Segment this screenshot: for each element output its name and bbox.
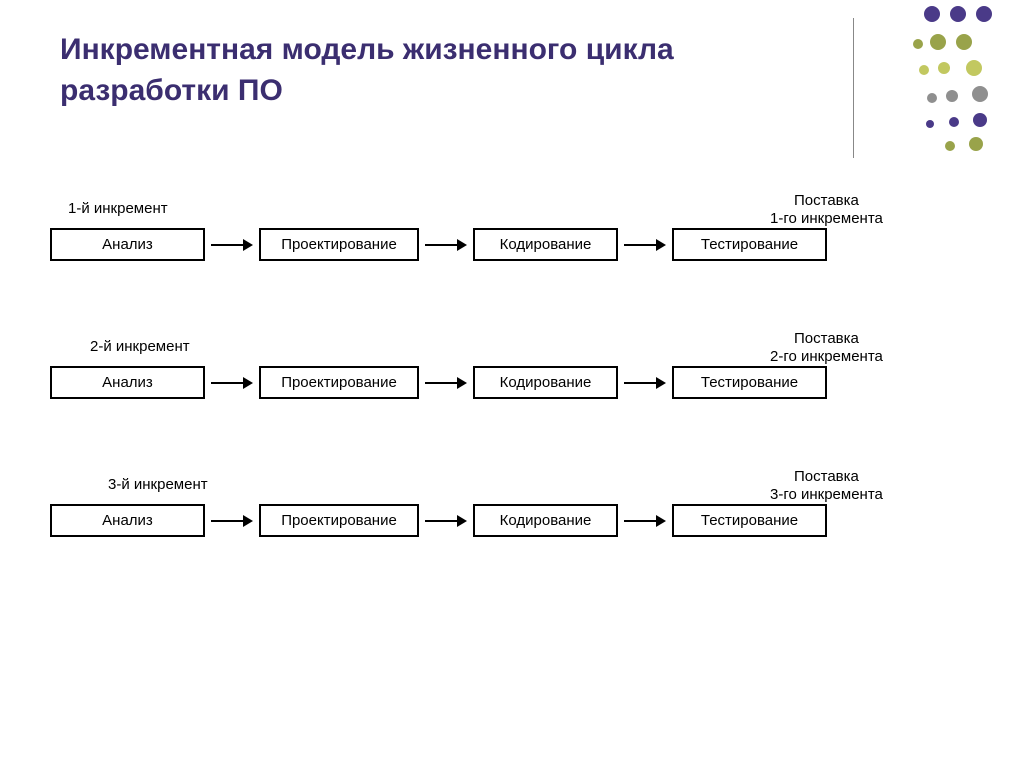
stage-box: Тестирование (672, 366, 827, 399)
stage-box: Тестирование (672, 228, 827, 261)
stage-box: Анализ (50, 366, 205, 399)
decoration-dot (919, 65, 929, 75)
arrow-icon (211, 513, 253, 529)
decoration-dot (913, 39, 923, 49)
decoration-dot (938, 62, 950, 74)
stage-box: Тестирование (672, 504, 827, 537)
decoration-dot (956, 34, 972, 50)
stage-box: Проектирование (259, 366, 419, 399)
decoration-dot (976, 6, 992, 22)
decoration-dot (973, 113, 987, 127)
arrow-icon (624, 237, 666, 253)
decoration-dot (950, 6, 966, 22)
stage-box: Проектирование (259, 228, 419, 261)
stage-box: Анализ (50, 228, 205, 261)
page-title: Инкрементная модель жизненного цикла раз… (60, 30, 760, 111)
increment-row-3: 3-й инкрементПоставка3-го инкрементаАнал… (50, 476, 970, 556)
decoration-dot (927, 93, 937, 103)
arrow-icon (624, 513, 666, 529)
decoration-dot (969, 137, 983, 151)
arrow-icon (425, 237, 467, 253)
delivery-label: Поставка2-го инкремента (770, 330, 883, 366)
arrow-icon (425, 375, 467, 391)
arrow-icon (211, 375, 253, 391)
increment-label: 2-й инкремент (90, 338, 190, 355)
vertical-divider (853, 18, 854, 158)
decoration-dot (924, 6, 940, 22)
incremental-diagram: 1-й инкрементПоставка1-го инкрементаАнал… (50, 200, 970, 614)
decoration-dot (966, 60, 982, 76)
increment-row-2: 2-й инкрементПоставка2-го инкрементаАнал… (50, 338, 970, 418)
stage-box: Кодирование (473, 504, 618, 537)
delivery-label: Поставка3-го инкремента (770, 468, 883, 504)
stage-box: Кодирование (473, 228, 618, 261)
increment-label: 1-й инкремент (68, 200, 168, 217)
corner-decoration (874, 12, 1004, 192)
decoration-dot (946, 90, 958, 102)
arrow-icon (211, 237, 253, 253)
stage-box: Кодирование (473, 366, 618, 399)
decoration-dot (926, 120, 934, 128)
decoration-dot (949, 117, 959, 127)
delivery-label: Поставка1-го инкремента (770, 192, 883, 228)
stage-flow: Анализ Проектирование Кодирование Тестир… (50, 504, 827, 537)
stage-box: Проектирование (259, 504, 419, 537)
decoration-dot (972, 86, 988, 102)
arrow-icon (425, 513, 467, 529)
stage-flow: Анализ Проектирование Кодирование Тестир… (50, 366, 827, 399)
stage-box: Анализ (50, 504, 205, 537)
increment-label: 3-й инкремент (108, 476, 208, 493)
decoration-dot (930, 34, 946, 50)
arrow-icon (624, 375, 666, 391)
decoration-dot (945, 141, 955, 151)
increment-row-1: 1-й инкрементПоставка1-го инкрементаАнал… (50, 200, 970, 280)
stage-flow: Анализ Проектирование Кодирование Тестир… (50, 228, 827, 261)
